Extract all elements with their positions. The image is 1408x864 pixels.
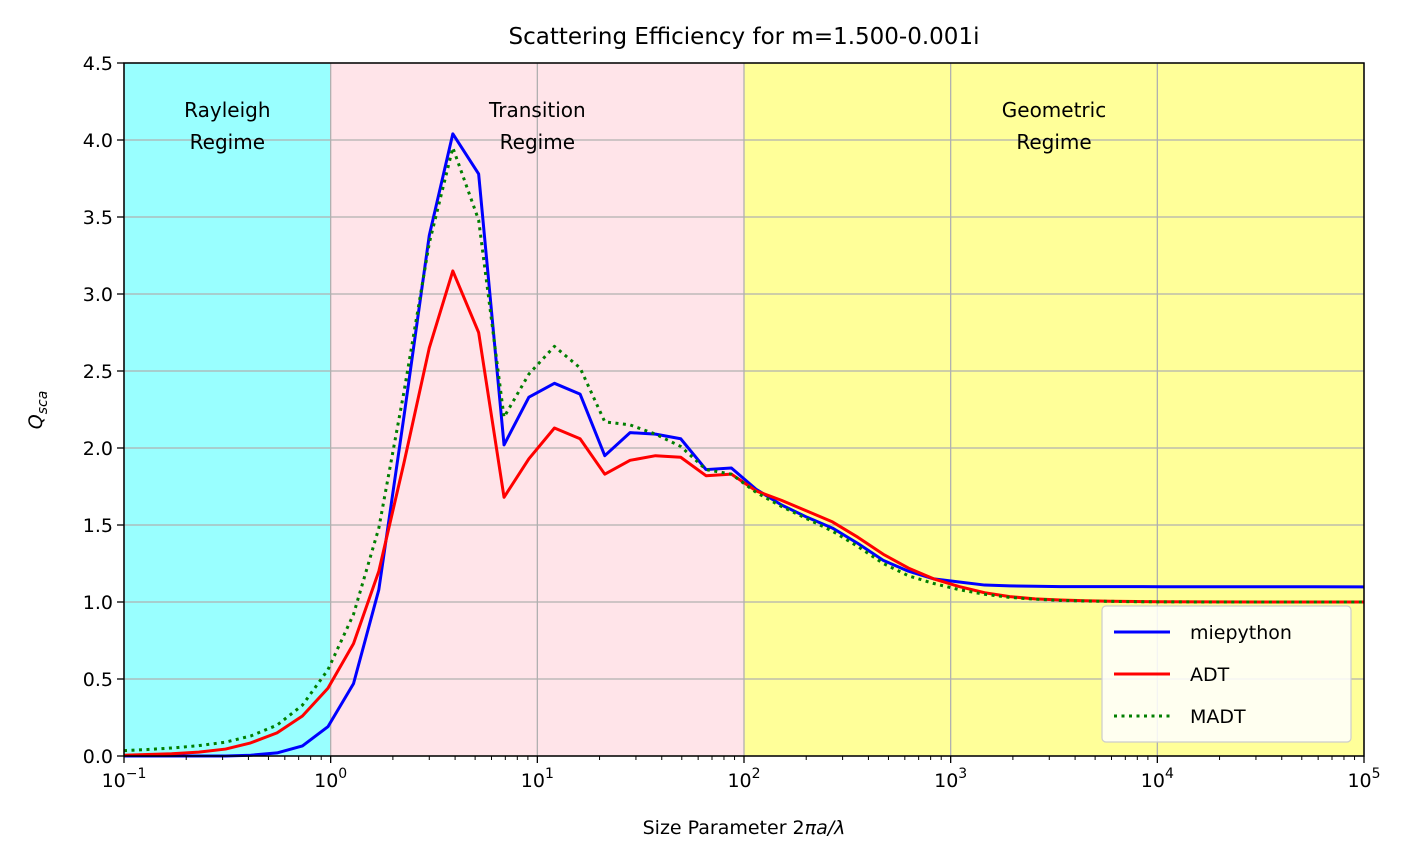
x-tick-exponent: 4	[1165, 766, 1174, 782]
series-line-miepython	[124, 132, 1365, 758]
x-tick-base: 10	[934, 770, 958, 792]
x-tick-base: 10	[1141, 770, 1165, 792]
x-tick-exponent: 2	[752, 766, 761, 782]
legend-label-adt: ADT	[1190, 664, 1230, 686]
legend-label-miepython: miepython	[1190, 622, 1292, 644]
x-tick-label: 103	[934, 766, 967, 792]
regime-label-line: Regime	[1016, 130, 1091, 154]
x-axis-label-prefix: Size Parameter 2	[643, 817, 805, 839]
series-line-madt	[123, 146, 1364, 753]
y-axis-label-base: Q	[25, 414, 47, 429]
regime-label-2: Geometric Regime	[1002, 98, 1106, 154]
x-tick-label: 104	[1141, 766, 1174, 792]
y-tick-label: 2.0	[83, 438, 113, 460]
x-axis-label-math: πa/λ	[805, 817, 846, 839]
regime-band-0	[124, 63, 331, 756]
x-tick-label: 105	[1347, 766, 1380, 792]
regime-label-0: Rayleigh Regime	[184, 98, 270, 154]
y-tick-label: 4.5	[83, 53, 113, 75]
y-tick-label: 3.5	[83, 207, 113, 229]
x-tick-exponent: 3	[958, 766, 967, 782]
regime-label-line: Rayleigh	[184, 98, 270, 122]
x-tick-base: 10	[727, 770, 751, 792]
x-tick-exponent: 5	[1372, 766, 1381, 782]
y-tick-label: 0.5	[83, 669, 113, 691]
chart-title: Scattering Efficiency for m=1.500-0.001i	[509, 24, 980, 50]
y-tick-label: 1.0	[83, 592, 113, 614]
x-tick-base: 10	[102, 770, 126, 792]
series-lines	[123, 132, 1365, 758]
x-tick-exponent: 0	[338, 766, 347, 782]
regime-label-line: Geometric	[1002, 98, 1106, 122]
x-tick-base: 10	[314, 770, 338, 792]
x-tick-label: 102	[727, 766, 760, 792]
x-tick-label: 10−1	[102, 766, 147, 792]
regime-labels: Rayleigh Regime Transition Regime Geometric R…	[184, 98, 1106, 154]
legend-label-madt: MADT	[1190, 706, 1246, 728]
y-tick-label: 0.0	[83, 746, 113, 768]
y-tick-label: 4.0	[83, 130, 113, 152]
x-tick-label: 100	[314, 766, 347, 792]
x-tick-exponent: −1	[126, 766, 147, 782]
y-tick-label: 3.0	[83, 284, 113, 306]
legend-box	[1101, 605, 1352, 743]
series-line-adt	[123, 269, 1364, 757]
x-tick-base: 10	[521, 770, 545, 792]
regime-label-line: Transition	[488, 98, 586, 122]
axis-ticks: 0.00.51.01.52.02.53.03.54.04.510−1 100 101…	[83, 53, 1381, 792]
grid	[123, 62, 1365, 757]
y-tick-label: 2.5	[83, 361, 113, 383]
legend: miepython ADT MADT	[1101, 605, 1352, 743]
regime-label-line: Regime	[500, 130, 575, 154]
y-axis-label-sub: sca	[35, 391, 51, 415]
regime-label-1: Transition Regime	[488, 98, 586, 154]
x-axis-label: Size Parameter 2πa/λ	[643, 817, 846, 839]
y-tick-label: 1.5	[83, 515, 113, 537]
regime-label-line: Regime	[190, 130, 265, 154]
x-tick-exponent: 1	[545, 766, 554, 782]
x-tick-label: 101	[521, 766, 554, 792]
y-axis-label: Qsca	[25, 391, 51, 430]
x-tick-base: 10	[1347, 770, 1371, 792]
